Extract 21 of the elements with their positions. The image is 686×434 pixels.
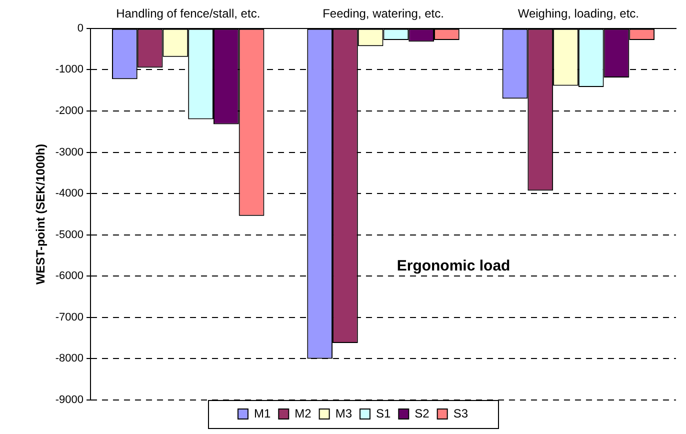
y-tick-label: -8000 xyxy=(55,352,84,365)
x-tick-label: Feeding, watering, etc. xyxy=(322,6,444,21)
legend-label: S3 xyxy=(453,406,468,420)
y-tick-label: -5000 xyxy=(55,228,84,241)
y-tick-label: 0 xyxy=(77,22,84,34)
y-tick-label: -1000 xyxy=(55,64,84,76)
y-tick-label: -6000 xyxy=(55,270,84,282)
x-tick-label: Weighing, loading, etc. xyxy=(518,6,640,21)
y-tick-label: -4000 xyxy=(55,188,84,200)
legend-label: M3 xyxy=(335,406,352,420)
y-tick-label: -2000 xyxy=(55,105,84,118)
y-tick-label: -7000 xyxy=(55,311,84,324)
y-axis-title: WEST-point (SEK/1000h) xyxy=(34,144,48,285)
legend-label: M2 xyxy=(294,406,312,420)
y-tick-label: -3000 xyxy=(55,146,84,158)
legend-label: S1 xyxy=(376,406,391,420)
legend-label: S2 xyxy=(414,406,430,420)
annotation: Ergonomic load xyxy=(396,257,510,274)
x-tick-label: Handling of fence/stall, etc. xyxy=(116,6,260,21)
y-tick-label: -9000 xyxy=(55,394,84,406)
legend-label: M1 xyxy=(254,406,271,420)
